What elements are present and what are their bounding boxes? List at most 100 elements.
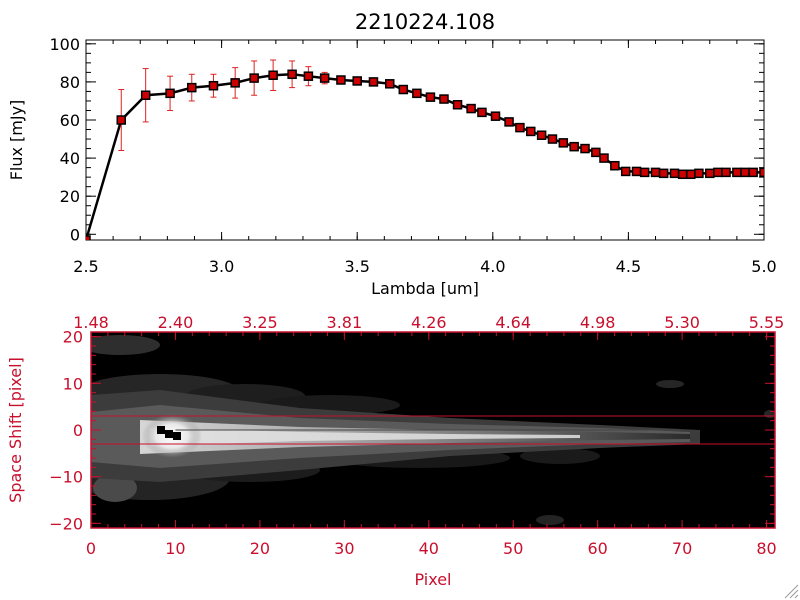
top-tick-label: 4.98 (580, 313, 616, 332)
y-tick-label: 100 (49, 35, 80, 54)
data-point (368, 77, 379, 87)
data-point (639, 167, 650, 178)
data-point (466, 103, 476, 114)
x-tick-label: 20 (250, 539, 270, 558)
data-point (452, 100, 463, 110)
y-tick-label: 0 (70, 225, 80, 244)
y-tick-label: 0 (73, 421, 83, 440)
spectrum-series (86, 59, 764, 240)
data-point (591, 147, 601, 158)
data-point (287, 69, 297, 80)
x-tick-label: 30 (334, 539, 354, 558)
extraction-aperture (91, 415, 775, 445)
data-point (705, 168, 715, 179)
data-point (580, 143, 590, 154)
data-point (425, 92, 436, 102)
data-point (748, 167, 758, 178)
data-point (721, 167, 731, 178)
x-tick-label: 60 (587, 539, 607, 558)
data-point (620, 166, 631, 177)
spectrum-chart: 2210224.108 2.5 3.0 3.5 4.0 4.5 5.0 0 20 40 60 80 1… (7, 10, 777, 298)
data-point (610, 160, 620, 171)
data-point (650, 167, 661, 178)
data-point (504, 117, 514, 127)
top-tick-label: 5.30 (664, 313, 700, 332)
data-point (569, 141, 579, 152)
x-tick-label: 70 (672, 539, 692, 558)
data-point (352, 76, 362, 86)
data-point (631, 166, 642, 177)
image-axes: 0 10 20 30 40 50 60 70 80 1.48 2.40 3.25 3.81 4.26 4.6… (49, 313, 784, 558)
data-point (336, 75, 346, 85)
data-point (140, 90, 151, 100)
data-point (526, 126, 536, 137)
x-tick-label: 3.0 (209, 257, 234, 276)
y-tick-label: 10 (63, 374, 83, 393)
x-tick-label: 40 (419, 539, 439, 558)
chart-title: 2210224.108 (355, 10, 495, 34)
top-tick-label: 4.64 (495, 313, 531, 332)
y-tick-label: 20 (63, 328, 83, 347)
data-point (319, 73, 330, 83)
data-point (599, 153, 609, 163)
x-tick-label: 5.0 (751, 257, 776, 276)
data-point (732, 167, 742, 178)
data-point (547, 134, 558, 144)
spectrum-y-axis-label: Flux [mJy] (7, 100, 26, 181)
y-tick-label: 60 (60, 111, 80, 130)
top-tick-label: 4.26 (411, 313, 447, 332)
top-tick-label: 3.81 (327, 313, 363, 332)
image-y-axis-label: Space Shift [pixel] (6, 357, 25, 503)
x-tick-label: 80 (756, 539, 776, 558)
data-point (558, 138, 569, 148)
data-point (412, 88, 422, 99)
data-point (759, 167, 764, 178)
data-point (268, 70, 278, 80)
spectral-image (91, 335, 775, 525)
data-point (439, 94, 449, 104)
y-tick-label: 40 (60, 149, 80, 168)
data-point (515, 122, 525, 133)
top-tick-label: 3.25 (242, 313, 278, 332)
x-tick-label: 4.5 (616, 257, 641, 276)
data-point (187, 82, 197, 93)
data-point (677, 169, 688, 180)
data-point (384, 79, 395, 89)
data-point (658, 168, 669, 179)
data-point (686, 169, 696, 180)
x-tick-label: 10 (165, 539, 185, 558)
y-tick-label: −10 (49, 468, 83, 487)
data-point (536, 130, 547, 140)
data-point (477, 107, 487, 118)
data-point (208, 80, 219, 91)
spectrum-line (86, 73, 764, 240)
spectrum-plot-frame (85, 39, 765, 241)
top-tick-label: 1.48 (73, 313, 109, 332)
data-point (740, 167, 750, 178)
x-tick-label: 2.5 (73, 257, 98, 276)
data-point (398, 84, 409, 95)
data-point (694, 168, 704, 179)
x-tick-label: 3.5 (344, 257, 369, 276)
data-point (303, 71, 314, 81)
x-tick-label: 4.0 (480, 257, 505, 276)
x-tick-label: 0 (86, 539, 96, 558)
image-x-axis-label: Pixel (414, 570, 451, 589)
top-tick-label: 2.40 (158, 313, 194, 332)
top-tick-label: 5.55 (749, 313, 785, 332)
data-point (116, 115, 127, 125)
data-point (490, 111, 501, 121)
y-tick-label: −20 (49, 514, 83, 533)
data-point (230, 78, 240, 88)
x-tick-label: 50 (503, 539, 523, 558)
spectrum-x-axis-label: Lambda [um] (371, 279, 479, 298)
data-point (669, 168, 680, 179)
data-point (713, 167, 723, 178)
data-point (165, 88, 175, 99)
y-tick-label: 20 (60, 187, 80, 206)
spectral-image-chart: 0 10 20 30 40 50 60 70 80 1.48 2.40 3.25 3.81 4.26 4.6… (6, 313, 784, 589)
resize-grip-icon[interactable] (784, 584, 799, 599)
data-point (86, 235, 91, 240)
y-tick-label: 80 (60, 73, 80, 92)
